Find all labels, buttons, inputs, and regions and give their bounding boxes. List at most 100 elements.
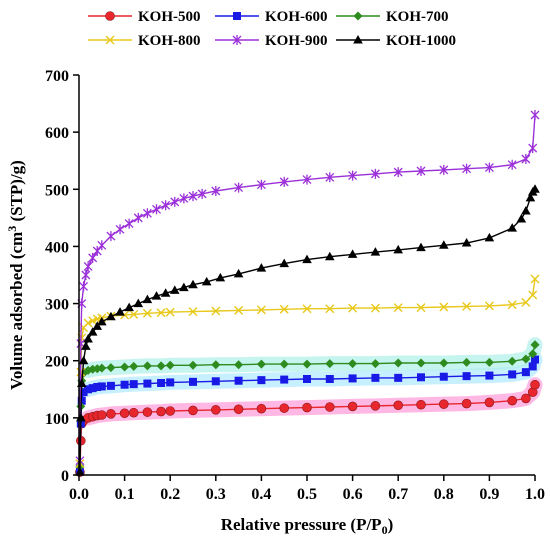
series-koh-900-point xyxy=(507,159,517,170)
series-koh-900-point xyxy=(302,174,312,185)
series-koh-700-point xyxy=(484,357,494,367)
series-koh-900-point xyxy=(439,164,449,175)
series-koh-600-point xyxy=(348,374,357,383)
series-koh-1000-point xyxy=(484,232,495,242)
series-koh-500-point xyxy=(119,408,130,419)
series-koh-900 xyxy=(75,110,540,466)
legend-label: KOH-500 xyxy=(138,9,201,25)
series-koh-1000-point xyxy=(83,334,93,343)
series-koh-600-point xyxy=(531,355,539,364)
series-koh-700-point xyxy=(234,360,244,370)
series-koh-900-point xyxy=(170,196,180,207)
series-koh-700-point xyxy=(188,360,198,370)
y-tick-label: 600 xyxy=(45,125,69,142)
series-koh-1000-point xyxy=(151,291,162,300)
series-koh-1000-point xyxy=(516,214,527,223)
series-koh-600-point xyxy=(528,362,537,371)
x-tick-label: 0.1 xyxy=(115,486,135,503)
y-tick-label: 700 xyxy=(45,68,69,85)
series-koh-1000-point xyxy=(201,276,212,286)
series-koh-1000-point xyxy=(525,192,536,202)
series-koh-600-point xyxy=(211,377,220,386)
x-tick-label: 1.0 xyxy=(525,486,545,503)
series-koh-600-point xyxy=(84,385,93,394)
series-koh-800-point xyxy=(416,303,426,313)
series-koh-1000-point xyxy=(142,294,153,304)
series-koh-900-point xyxy=(81,270,91,280)
series-koh-500-point xyxy=(416,399,426,410)
series-koh-600-point xyxy=(485,371,494,380)
series-koh-700-point xyxy=(528,349,538,359)
series-koh-500-point xyxy=(521,393,531,404)
series-koh-800-point xyxy=(279,304,289,314)
x-tick-label: 0.5 xyxy=(297,486,317,503)
series-koh-800-point xyxy=(439,302,449,312)
series-koh-600-point xyxy=(88,384,97,393)
series-koh-1000-point xyxy=(416,242,426,252)
series-koh-600-point xyxy=(143,379,152,388)
series-koh-700-point xyxy=(142,361,152,371)
series-koh-800-point xyxy=(165,307,175,317)
y-axis-label-superscript: 3 xyxy=(5,226,19,232)
series-koh-900-point xyxy=(79,281,89,292)
series-koh-700-point xyxy=(129,361,139,371)
series-koh-500-point xyxy=(142,407,153,417)
series-koh-1000-point xyxy=(75,467,85,476)
series-koh-900-point xyxy=(530,110,540,120)
series-koh-800-point xyxy=(521,297,531,307)
series-koh-600-point xyxy=(157,379,166,387)
legend: KOH-500 KOH-600 KOH-700 KOH-800 KOH-900 KOH-1… xyxy=(88,9,456,49)
legend-label: KOH-1000 xyxy=(386,33,456,49)
series-koh-900-point xyxy=(115,224,125,235)
series-koh-800-point xyxy=(256,305,266,315)
legend-label: KOH-700 xyxy=(386,9,449,25)
series-koh-900-point xyxy=(188,191,198,202)
series-koh-800 xyxy=(75,274,540,469)
y-tick-label: 300 xyxy=(45,297,69,314)
series-koh-800-point xyxy=(325,304,335,314)
x-tick-label: 0.0 xyxy=(69,486,89,503)
series-koh-500-point xyxy=(347,401,358,412)
series-koh-500-point xyxy=(233,404,244,415)
series-koh-700-point xyxy=(393,358,403,368)
series-koh-500-point xyxy=(128,407,139,418)
x-tick-label: 0.4 xyxy=(251,486,271,503)
series-layer xyxy=(75,110,540,477)
series-koh-1000-point xyxy=(97,316,107,326)
series-koh-900-point xyxy=(279,176,289,187)
series-koh-1000-point xyxy=(233,268,244,278)
series-koh-900-point xyxy=(370,168,380,179)
series-koh-600-point xyxy=(303,375,311,383)
series-koh-700-point xyxy=(120,362,130,372)
legend-swatch-marker xyxy=(353,11,363,21)
legend-swatch-marker xyxy=(105,35,115,45)
series-koh-800-point xyxy=(348,303,358,313)
series-koh-700-point xyxy=(156,361,166,371)
series-koh-800-point xyxy=(393,303,403,313)
series-koh-900-point xyxy=(416,166,426,176)
series-koh-800-point xyxy=(462,301,472,311)
series-koh-700-point xyxy=(279,359,289,369)
series-koh-1000-point xyxy=(87,327,98,336)
series-koh-900-point xyxy=(211,186,221,196)
legend-swatch-marker xyxy=(232,35,242,45)
series-koh-1000-point xyxy=(188,279,198,289)
series-koh-900-point xyxy=(83,261,93,272)
series-koh-900-point xyxy=(462,163,472,174)
series-koh-1000-point xyxy=(507,223,517,232)
series-koh-700-point xyxy=(165,360,175,370)
series-koh-900-point xyxy=(124,218,134,229)
series-koh-1000-point xyxy=(78,355,89,365)
series-koh-900-point xyxy=(484,162,494,173)
y-tick-label: 400 xyxy=(45,239,69,256)
series-koh-800-point xyxy=(83,318,93,328)
series-koh-800-point xyxy=(234,305,244,315)
series-koh-1000-point xyxy=(115,307,125,316)
legend-item-koh-500: KOH-500 xyxy=(88,9,201,25)
legend-swatch-marker xyxy=(233,12,241,20)
series-koh-500-point xyxy=(156,406,166,417)
series-koh-600-point xyxy=(79,388,88,397)
series-koh-900-point xyxy=(393,167,403,178)
series-koh-500-point xyxy=(324,402,335,412)
